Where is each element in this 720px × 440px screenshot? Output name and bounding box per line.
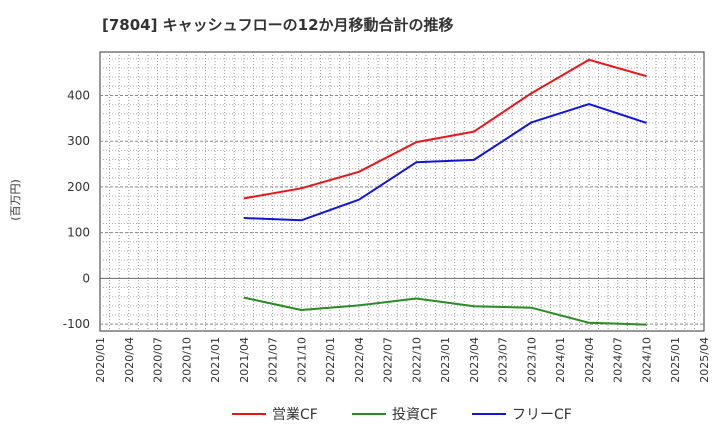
x-tick-label: 2023/04	[468, 337, 481, 383]
x-tick-label: 2024/04	[583, 337, 596, 383]
y-tick-label: 0	[82, 271, 90, 285]
series-line-3	[243, 103, 647, 222]
x-tick-label: 2021/01	[209, 337, 222, 383]
x-tick-label: 2021/10	[295, 337, 308, 383]
x-tick-label: 2020/07	[152, 337, 165, 383]
x-tick-label: 2022/07	[382, 337, 395, 383]
axes: -100 0 100 200 300 400 2020/01 2020/04 2020/07 20…	[63, 88, 711, 382]
y-tick-label: -100	[63, 317, 90, 331]
series-lines	[243, 58, 647, 326]
y-tick-label: 400	[67, 88, 90, 102]
grid	[99, 51, 705, 332]
x-tick-label: 2022/04	[353, 337, 366, 383]
x-tick-label: 2020/10	[180, 337, 193, 383]
x-tick-label: 2023/01	[439, 337, 452, 383]
y-tick-label: 200	[67, 180, 90, 194]
chart-title: [7804] キャッシュフローの12か月移動合計の推移	[102, 16, 454, 34]
x-tick-label: 2024/10	[640, 337, 653, 383]
legend-label-2: 投資CF	[392, 407, 438, 423]
x-tick-label: 2023/07	[497, 337, 510, 383]
series-line-1	[243, 58, 647, 200]
x-tick-label: 2024/07	[612, 337, 625, 383]
series-line-2	[243, 296, 647, 326]
x-tick-label: 2022/10	[410, 337, 423, 383]
y-tick-label: 100	[67, 226, 90, 240]
y-axis-label: (百万円)	[9, 179, 22, 221]
x-tick-label: 2024/01	[554, 337, 567, 383]
plot-frame	[99, 51, 705, 332]
x-tick-label: 2021/04	[238, 337, 251, 383]
x-tick-label: 2020/04	[123, 337, 136, 383]
legend: 営業CF 投資CF フリーCF	[232, 407, 572, 423]
x-tick-label: 2025/01	[669, 337, 682, 383]
x-tick-label: 2023/10	[525, 337, 538, 383]
x-tick-label: 2025/04	[698, 337, 711, 383]
x-tick-label: 2021/07	[267, 337, 280, 383]
legend-label-3: フリーCF	[512, 407, 572, 423]
legend-label-1: 営業CF	[272, 407, 318, 423]
y-tick-label: 300	[67, 134, 90, 148]
x-tick-label: 2020/01	[94, 337, 107, 383]
x-tick-label: 2022/01	[324, 337, 337, 383]
